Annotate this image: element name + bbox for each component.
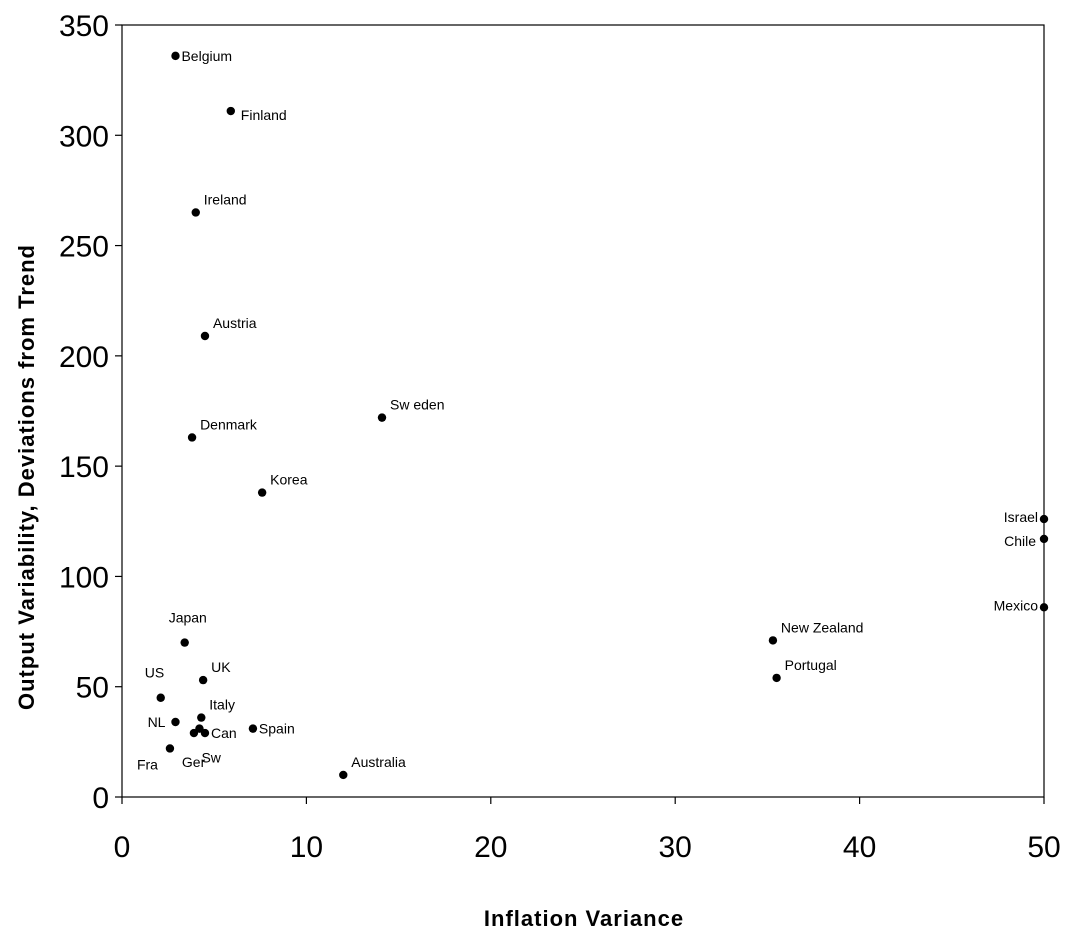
- point-label-nl: NL: [148, 714, 166, 730]
- point-finland: [226, 106, 235, 116]
- point-label-fra: Fra: [137, 756, 158, 772]
- point-israel: [1039, 514, 1049, 524]
- point-ireland: [191, 208, 200, 217]
- point-label-australia: Australia: [351, 754, 406, 770]
- point-label-us: US: [145, 665, 164, 681]
- point-fra: [165, 744, 175, 753]
- y-tick-label: 200: [59, 341, 109, 374]
- point-label-sw-eden: Sw eden: [390, 397, 444, 413]
- point-labels: Belgium Finland Ireland Austria Sw eden Denma…: [137, 48, 1038, 773]
- point-italy: [197, 713, 206, 722]
- point-portugal: [772, 673, 781, 683]
- point-australia: [339, 770, 348, 780]
- point-label-italy: Italy: [209, 697, 235, 713]
- y-tick-label: 300: [59, 120, 109, 153]
- y-tick-label: 150: [59, 451, 109, 484]
- x-axis-title: Inflation Variance: [484, 906, 684, 931]
- x-tick-label: 20: [474, 831, 507, 864]
- y-tick-label: 350: [59, 10, 109, 43]
- y-tick-label: 50: [76, 672, 109, 705]
- plot-frame: [121, 24, 1045, 798]
- point-label-mexico: Mexico: [994, 597, 1039, 613]
- point-label-austria: Austria: [213, 315, 257, 331]
- point-label-finland: Finland: [241, 107, 287, 123]
- point-sw-eden: [377, 413, 387, 422]
- point-label-israel: Israel: [1004, 509, 1038, 525]
- point-label-uk: UK: [211, 659, 231, 675]
- point-label-belgium: Belgium: [181, 48, 232, 64]
- axes: [115, 24, 1045, 804]
- point-sw: [195, 724, 204, 733]
- point-label-denmark: Denmark: [200, 416, 258, 432]
- point-label-korea: Korea: [270, 472, 308, 488]
- point-label-sw: Sw: [201, 750, 221, 766]
- point-label-ger: Ger: [182, 754, 206, 770]
- x-tick-label: 30: [659, 831, 692, 864]
- point-new-zealand: [768, 636, 778, 645]
- y-axis-title: Output Variability, Deviations from Tren…: [14, 244, 39, 710]
- point-austria: [200, 331, 210, 341]
- point-japan: [180, 638, 189, 647]
- y-tick-label: 0: [92, 782, 109, 815]
- y-tick-label: 100: [59, 561, 109, 594]
- point-label-spain: Spain: [259, 721, 295, 737]
- x-tick-label: 40: [843, 831, 876, 864]
- point-label-japan: Japan: [169, 610, 207, 626]
- point-label-ireland: Ireland: [204, 191, 247, 207]
- point-label-chile: Chile: [1004, 533, 1036, 549]
- point-label-portugal: Portugal: [785, 657, 837, 673]
- point-belgium: [171, 51, 180, 61]
- point-label-can: Can: [211, 725, 237, 741]
- point-us: [156, 693, 165, 702]
- x-tick-label: 0: [114, 831, 131, 864]
- y-tick-label: 250: [59, 231, 109, 264]
- x-tick-label: 50: [1027, 831, 1060, 864]
- point-korea: [257, 488, 267, 497]
- point-uk: [198, 675, 208, 685]
- x-tick-label: 10: [290, 831, 323, 864]
- point-spain: [248, 724, 258, 733]
- point-mexico: [1039, 603, 1049, 612]
- tick-labels: 0 50 100 150 200 250 300 350 0 10 20 30 40 50: [59, 10, 1061, 864]
- point-denmark: [187, 433, 197, 442]
- point-chile: [1039, 534, 1049, 544]
- point-label-new-zealand: New Zealand: [781, 619, 864, 635]
- point-nl: [171, 717, 180, 727]
- data-points: [156, 51, 1049, 780]
